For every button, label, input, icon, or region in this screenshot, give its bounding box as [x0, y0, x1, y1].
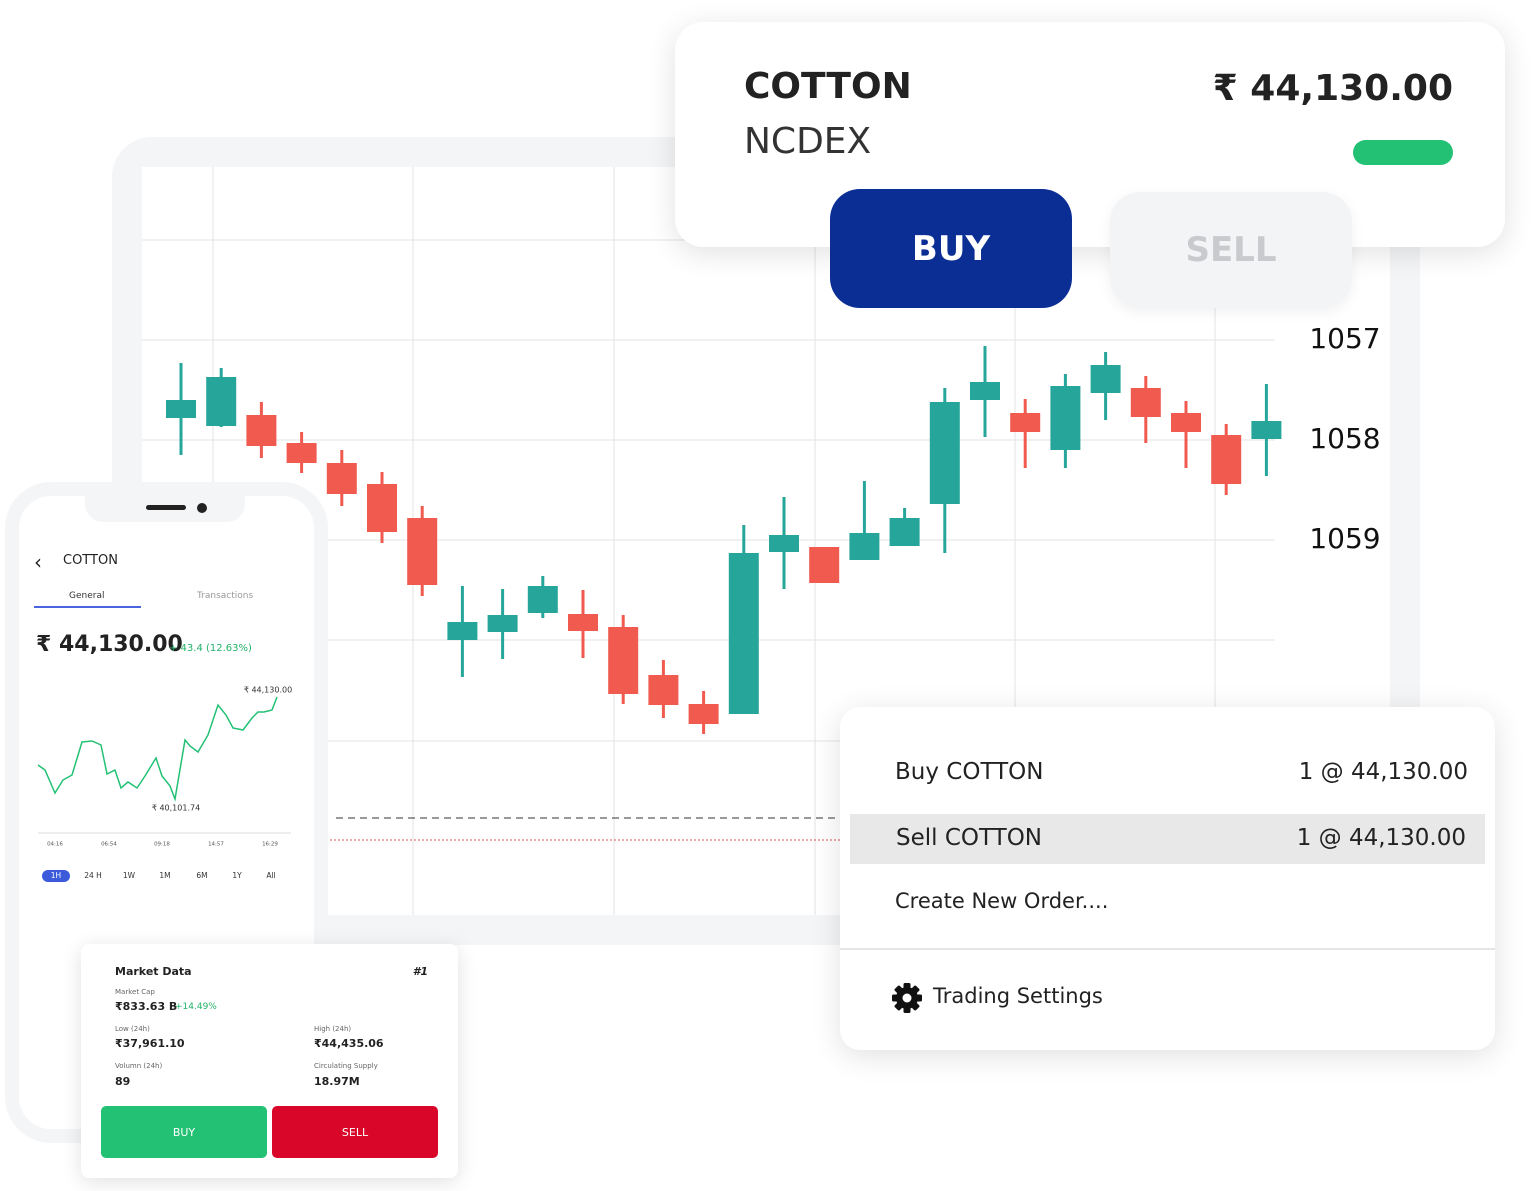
- time-label: 16:29: [262, 842, 278, 848]
- card-title: Market Data: [115, 965, 192, 978]
- candle-body: [1211, 435, 1242, 484]
- value: ₹44,435.06: [314, 1037, 384, 1050]
- value: ₹37,961.10: [115, 1037, 185, 1050]
- range[interactable]: 1W: [123, 871, 136, 880]
- range[interactable]: All: [266, 871, 275, 880]
- status-pill: [1353, 140, 1453, 165]
- camera: [197, 503, 207, 513]
- range[interactable]: 1Y: [232, 871, 242, 880]
- candle-body: [367, 484, 397, 532]
- candle-body: [608, 627, 639, 694]
- label: Volumn (24h): [115, 1062, 163, 1070]
- divider: [840, 948, 1495, 950]
- time-label: 14:57: [208, 842, 224, 848]
- y-tick-label: 1059: [1309, 522, 1380, 555]
- label: High (24h): [314, 1025, 352, 1033]
- quote-card: COTTON NCDEX ₹ 44,130.00: [675, 22, 1505, 247]
- candle-body: [206, 377, 237, 426]
- range[interactable]: 6M: [196, 871, 207, 880]
- candle-body: [407, 518, 438, 585]
- range-pill[interactable]: [42, 870, 70, 882]
- candle-body: [1130, 388, 1161, 417]
- menu-item[interactable]: Create New Order....: [895, 889, 1109, 913]
- candle-body: [769, 535, 799, 552]
- sell-button[interactable]: SELL: [1110, 192, 1352, 308]
- time-label: 09:18: [154, 842, 170, 848]
- buy-button[interactable]: BUY: [830, 189, 1072, 308]
- tab-underline: [34, 606, 141, 608]
- range[interactable]: 24 H: [84, 871, 102, 880]
- exchange: NCDEX: [744, 121, 872, 162]
- candle-body: [849, 533, 880, 560]
- candle-body: [246, 415, 277, 446]
- menu-item[interactable]: Buy COTTON: [895, 759, 1044, 785]
- menu-value: 1 @ 44,130.00: [1296, 825, 1466, 851]
- price: ₹ 44,130.00: [1212, 68, 1453, 109]
- phone-title: COTTON: [63, 553, 118, 568]
- candle-body: [688, 704, 719, 724]
- candle-body: [1171, 413, 1201, 432]
- order-menu: Buy COTTON 1 @ 44,130.00 Sell COTTON 1 @…: [840, 707, 1495, 1050]
- highlight-row: [850, 814, 1485, 864]
- phone-change: + 43.4 (12.63%): [169, 643, 252, 654]
- value: 89: [115, 1075, 131, 1088]
- candle-body: [326, 463, 357, 494]
- speaker: [146, 505, 186, 510]
- candle-body: [527, 586, 558, 613]
- candle-body: [487, 615, 518, 632]
- value: 18.97M: [314, 1075, 360, 1088]
- change: +14.49%: [175, 1002, 217, 1012]
- candle-body: [568, 614, 598, 631]
- phone-price: ₹ 44,130.00: [36, 632, 183, 657]
- notch: [85, 482, 245, 522]
- y-tick-label: 1057: [1309, 322, 1380, 355]
- symbol: COTTON: [744, 66, 912, 107]
- candle-body: [1251, 421, 1282, 439]
- price-line: [37, 696, 278, 802]
- candle-body: [889, 518, 920, 546]
- range[interactable]: 1H: [51, 871, 61, 880]
- time-label: 04:16: [47, 842, 63, 848]
- label: Market Cap: [115, 988, 155, 996]
- rank: #1: [412, 965, 428, 978]
- settings[interactable]: Trading Settings: [933, 984, 1103, 1008]
- tab[interactable]: Transactions: [197, 591, 254, 601]
- back-icon[interactable]: ‹: [34, 550, 42, 574]
- sell-button[interactable]: SELL: [272, 1106, 438, 1158]
- candle-body: [929, 402, 960, 504]
- y-tick-label: 1058: [1309, 422, 1380, 455]
- candle-body: [970, 382, 1000, 400]
- label: Circulating Supply: [314, 1062, 378, 1070]
- buy-button[interactable]: BUY: [101, 1106, 267, 1158]
- candle-body: [286, 443, 317, 463]
- candle-body: [648, 675, 679, 705]
- candle-body: [447, 622, 478, 640]
- value: ₹833.63 B: [115, 1000, 178, 1013]
- candle-body: [1090, 365, 1121, 393]
- time-label: 06:54: [101, 842, 117, 848]
- menu-item[interactable]: Sell COTTON: [896, 825, 1043, 851]
- tab[interactable]: General: [69, 591, 105, 601]
- high-label: ₹ 44,130.00: [244, 686, 292, 695]
- candle-body: [1010, 413, 1041, 432]
- menu-value: 1 @ 44,130.00: [1298, 759, 1468, 785]
- range[interactable]: 1M: [159, 871, 170, 880]
- phone-chart: ₹ 44,130.00 ₹ 40,101.74 04:16 06:54 09:1…: [37, 686, 292, 882]
- gear-icon: [892, 983, 922, 1013]
- market-data-card: Market Data #1 Market Cap ₹833.63 B +14.…: [81, 944, 458, 1178]
- candle-body: [809, 547, 840, 583]
- candle-body: [166, 400, 196, 418]
- candle-body: [728, 553, 759, 714]
- low-label: ₹ 40,101.74: [152, 804, 200, 813]
- candle-body: [1050, 386, 1081, 450]
- label: Low (24h): [115, 1025, 150, 1033]
